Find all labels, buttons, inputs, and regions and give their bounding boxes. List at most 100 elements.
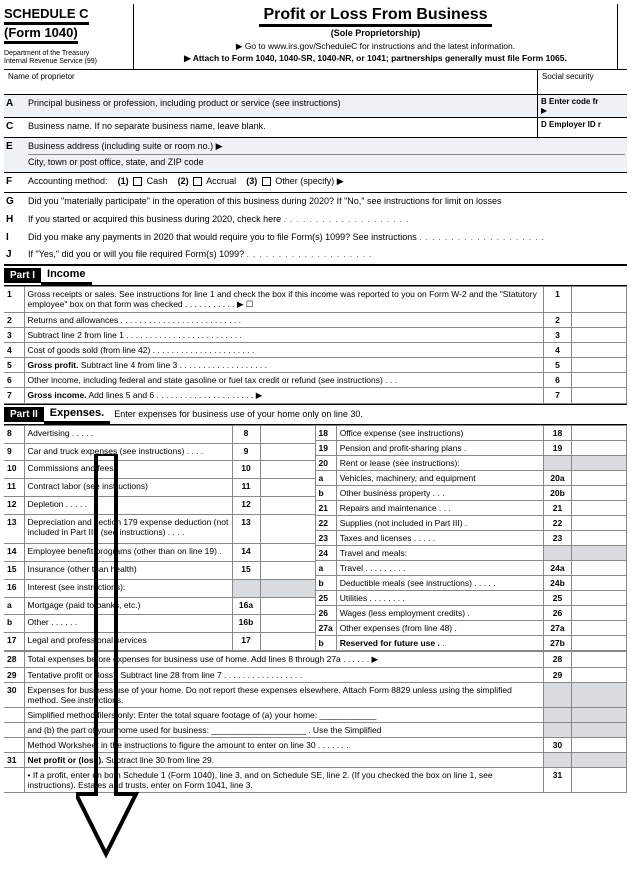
amount-input[interactable] (572, 737, 627, 752)
line-row: and (b) the part of your home used for b… (4, 722, 627, 737)
line-row: 31Net profit or (loss). Subtract line 30… (4, 752, 627, 767)
line-row: 3Subtract line 2 from line 1 . . . . . .… (4, 327, 627, 342)
amount-input[interactable] (572, 500, 627, 515)
amount-input[interactable] (572, 560, 627, 575)
line-row: 4Cost of goods sold (from line 42) . . .… (4, 342, 627, 357)
amount-input[interactable] (572, 722, 627, 737)
line-row: 8Advertising . . . . .8 (4, 425, 315, 443)
line-row: 20Rent or lease (see instructions): (316, 455, 627, 470)
amount-input[interactable] (572, 620, 627, 635)
name-of-proprietor[interactable]: Name of proprietor (4, 70, 537, 94)
line-row: Simplified method filers only: Enter the… (4, 707, 627, 722)
form-title: Profit or Loss From Business (259, 6, 491, 27)
line-row: • If a profit, enter on both Schedule 1 … (4, 767, 627, 792)
amount-input[interactable] (260, 544, 315, 562)
line-row: 22Supplies (not included in Part III) .2… (316, 515, 627, 530)
income-table: 1Gross receipts or sales. See instructio… (4, 286, 627, 404)
line-row: 1Gross receipts or sales. See instructio… (4, 286, 627, 312)
amount-input[interactable] (260, 479, 315, 497)
amount-input[interactable] (572, 286, 627, 312)
amount-input[interactable] (572, 357, 627, 372)
amount-input[interactable] (572, 455, 627, 470)
section-f: F Accounting method: (1) Cash (2) Accrua… (4, 173, 627, 193)
amount-input[interactable] (572, 425, 627, 440)
line-row: 9Car and truck expenses (see instruction… (4, 443, 315, 461)
amount-input[interactable] (572, 530, 627, 545)
line-row: aVehicles, machinery, and equipment20a (316, 470, 627, 485)
line-row: 26Wages (less employment credits) .26 (316, 605, 627, 620)
section-i: I Did you make any payments in 2020 that… (4, 229, 627, 247)
expenses-columns: 8Advertising . . . . .89Car and truck ex… (4, 425, 627, 651)
line-row: 5Gross profit. Subtract line 4 from line… (4, 357, 627, 372)
amount-input[interactable] (572, 667, 627, 682)
section-h: H If you started or acquired this busine… (4, 211, 627, 229)
bottom-lines: 28Total expenses before expenses for bus… (4, 651, 627, 793)
other-checkbox[interactable] (262, 177, 271, 186)
line-row: 10Commissions and fees .10 (4, 461, 315, 479)
expenses-right: 18Office expense (see instructions)1819P… (316, 425, 628, 651)
cash-checkbox[interactable] (133, 177, 142, 186)
amount-input[interactable] (572, 590, 627, 605)
line-row: 11Contract labor (see instructions)11 (4, 479, 315, 497)
name-row: Name of proprietor Social security (4, 70, 627, 95)
part1-header: Part I Income (4, 265, 627, 286)
amount-input[interactable] (260, 496, 315, 514)
amount-input[interactable] (260, 579, 315, 597)
amount-input[interactable] (260, 597, 315, 615)
amount-input[interactable] (260, 461, 315, 479)
amount-input[interactable] (572, 515, 627, 530)
amount-input[interactable] (572, 372, 627, 387)
enter-code-label: B Enter code fr (541, 97, 598, 106)
amount-input[interactable] (572, 651, 627, 667)
amount-input[interactable] (572, 545, 627, 560)
amount-input[interactable] (572, 605, 627, 620)
part2-header: Part II Expenses. Enter expenses for bus… (4, 404, 627, 425)
amount-input[interactable] (260, 615, 315, 633)
amount-input[interactable] (260, 514, 315, 544)
ssn-label: Social security (537, 70, 627, 94)
business-address[interactable]: Business address (including suite or roo… (28, 141, 625, 153)
amount-input[interactable] (572, 440, 627, 455)
accrual-checkbox[interactable] (193, 177, 202, 186)
line-row: 28Total expenses before expenses for bus… (4, 651, 627, 667)
dept-line1: Department of the Treasury (4, 50, 89, 57)
line-row: bOther . . . . . .16b (4, 615, 315, 633)
line-row: 16Interest (see instructions): (4, 579, 315, 597)
line-row: 14Employee benefit programs (other than … (4, 544, 315, 562)
amount-input[interactable] (572, 387, 627, 403)
line-row: 24Travel and meals: (316, 545, 627, 560)
attach-text: ▶ Attach to Form 1040, 1040-SR, 1040-NR,… (140, 53, 611, 64)
line-row: bOther business property . . .20b (316, 485, 627, 500)
goto-text: ▶ Go to www.irs.gov/ScheduleC for instru… (140, 41, 611, 52)
line-row: aMortgage (paid to banks, etc.)16a (4, 597, 315, 615)
amount-input[interactable] (572, 767, 627, 792)
line-row: 15Insurance (other than health)15 (4, 562, 315, 580)
section-j: J If "Yes," did you or will you file req… (4, 246, 627, 265)
amount-input[interactable] (572, 312, 627, 327)
amount-input[interactable] (572, 342, 627, 357)
city-state-zip[interactable]: City, town or post office, state, and ZI… (28, 154, 625, 169)
schedule-label: SCHEDULE C (4, 6, 89, 25)
amount-input[interactable] (572, 485, 627, 500)
line-row: 21Repairs and maintenance . . .21 (316, 500, 627, 515)
amount-input[interactable] (260, 633, 315, 651)
amount-input[interactable] (572, 327, 627, 342)
section-g: G Did you "materially participate" in th… (4, 193, 627, 211)
line-row: 7Gross income. Add lines 5 and 6 . . . .… (4, 387, 627, 403)
line-row: Method Worksheet in the instructions to … (4, 737, 627, 752)
amount-input[interactable] (260, 425, 315, 443)
section-c: C Business name. If no separate business… (4, 118, 627, 138)
amount-input[interactable] (572, 682, 627, 707)
line-row: 18Office expense (see instructions)18 (316, 425, 627, 440)
amount-input[interactable] (260, 443, 315, 461)
amount-input[interactable] (572, 635, 627, 650)
amount-input[interactable] (572, 707, 627, 722)
amount-input[interactable] (260, 562, 315, 580)
amount-input[interactable] (572, 575, 627, 590)
employer-id-label: D Employer ID r (541, 120, 601, 129)
line-row: 2Returns and allowances . . . . . . . . … (4, 312, 627, 327)
amount-input[interactable] (572, 752, 627, 767)
line-row: 23Taxes and licenses . . . . .23 (316, 530, 627, 545)
line-row: 19Pension and profit-sharing plans .19 (316, 440, 627, 455)
amount-input[interactable] (572, 470, 627, 485)
